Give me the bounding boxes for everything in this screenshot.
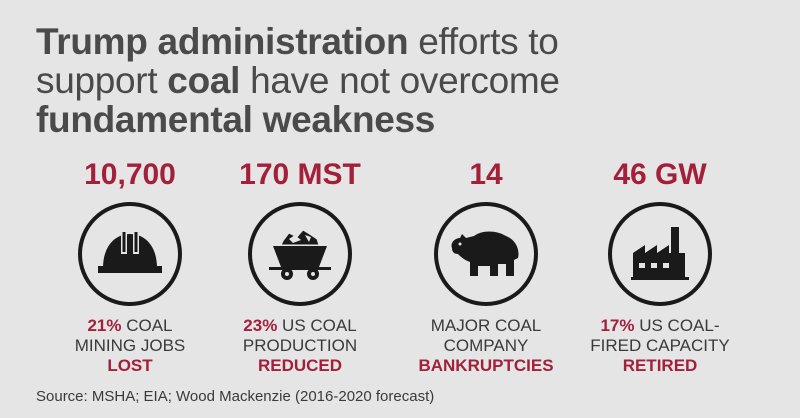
- icon-circle: [608, 202, 712, 306]
- stat-value: 170 MST: [239, 158, 361, 191]
- icon-circle: [78, 202, 182, 306]
- headline-line-1: Trump administration efforts to: [36, 21, 559, 62]
- icon-circle: [434, 202, 538, 306]
- hard-hat-icon: [98, 230, 162, 273]
- stat-description: 23% US COAL PRODUCTION REDUCED: [242, 316, 358, 375]
- stat-mining-jobs: 10,700 21% COAL MINING JOBS LOST: [35, 158, 225, 376]
- stat-value: 46 GW: [613, 158, 707, 191]
- headline: Trump administration efforts to support …: [36, 22, 596, 139]
- stat-value: 14: [469, 158, 503, 191]
- icon-circle: [248, 202, 352, 306]
- headline-line-3: fundamental weakness: [36, 99, 436, 140]
- stat-bankruptcies: 14 MAJOR COAL COMPANY BANKRUPTCIES: [391, 158, 581, 376]
- source-note: Source: MSHA; EIA; Wood Mackenzie (2016-…: [36, 388, 435, 405]
- headline-line-2: support coal have not overcome: [36, 60, 560, 101]
- stat-production: 170 MST 23% US COAL PRODUCTION REDUCED: [205, 158, 395, 376]
- stat-description: MAJOR COAL COMPANY BANKRUPTCIES: [418, 316, 554, 375]
- stat-capacity: 46 GW 17% US COAL- FIRED CAPACITY RETIRE…: [565, 158, 755, 376]
- stat-description: 17% US COAL- FIRED CAPACITY RETIRED: [590, 316, 730, 375]
- factory-icon: [631, 227, 689, 280]
- coal-cart-icon: [269, 229, 331, 280]
- bear-icon: [451, 231, 519, 276]
- stat-value: 10,700: [84, 158, 176, 191]
- stat-description: 21% COAL MINING JOBS LOST: [74, 316, 186, 375]
